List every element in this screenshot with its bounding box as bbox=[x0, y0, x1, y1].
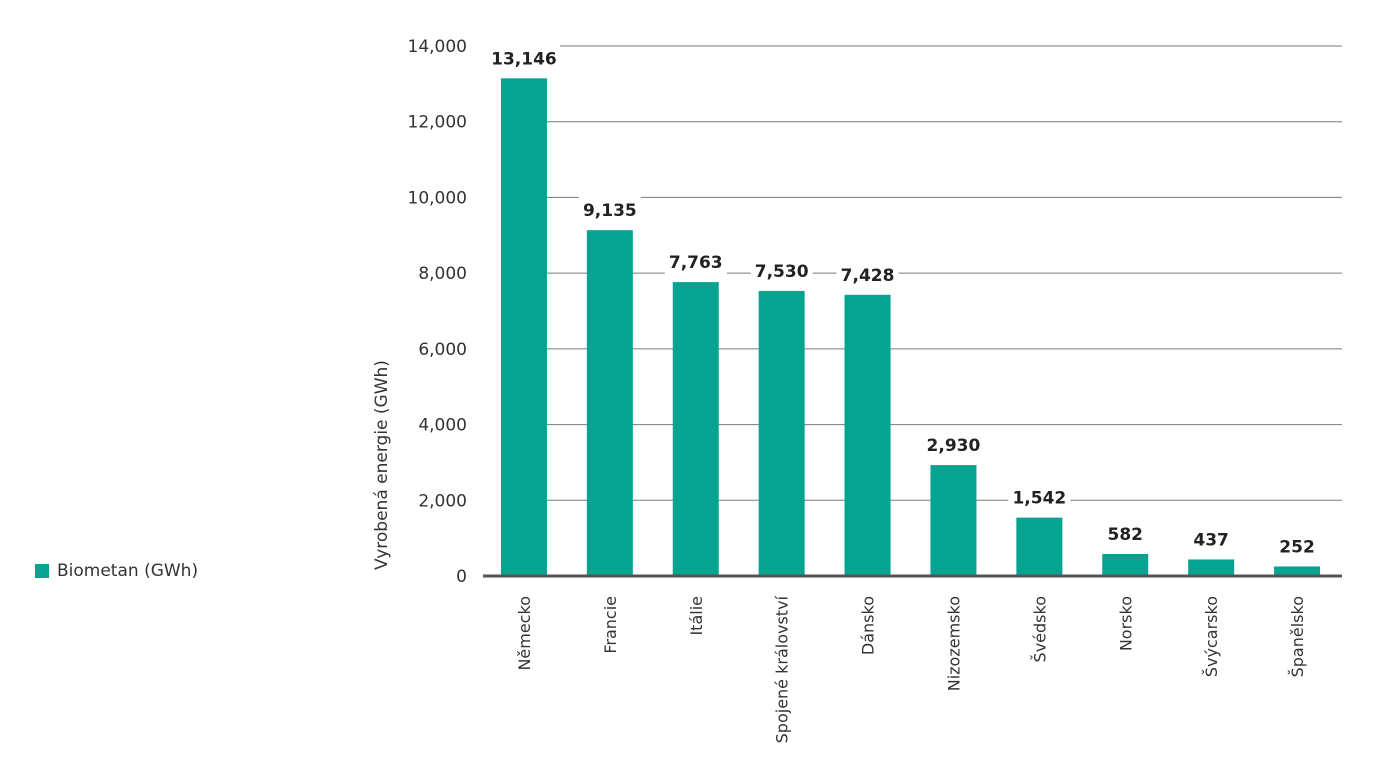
x-tick-label: Španělsko bbox=[1288, 596, 1307, 677]
bar bbox=[1016, 517, 1063, 576]
data-label-bg bbox=[836, 260, 899, 287]
bar bbox=[672, 282, 719, 576]
x-tick-label: Švédsko bbox=[1030, 596, 1049, 662]
y-tick-label: 12,000 bbox=[408, 113, 467, 133]
data-label-bg bbox=[750, 256, 813, 283]
data-label-bg bbox=[1190, 525, 1233, 552]
x-tick-label: Itálie bbox=[687, 596, 706, 636]
data-label: 582 bbox=[1108, 525, 1144, 545]
data-label-bg bbox=[664, 248, 727, 275]
legend-label: Biometan (GWh) bbox=[57, 561, 199, 581]
y-tick-label: 14,000 bbox=[408, 37, 467, 57]
bar bbox=[500, 78, 547, 576]
bar bbox=[844, 294, 891, 576]
data-label: 7,530 bbox=[755, 262, 809, 282]
data-label: 9,135 bbox=[583, 201, 637, 221]
data-label: 2,930 bbox=[927, 436, 981, 456]
data-label-bg bbox=[1276, 532, 1319, 559]
x-tick-label: Spojené království bbox=[773, 595, 792, 743]
y-tick-label: 6,000 bbox=[418, 340, 467, 360]
bar bbox=[758, 290, 805, 576]
x-tick-label: Dánsko bbox=[859, 596, 878, 655]
data-label: 13,146 bbox=[491, 49, 557, 69]
data-label-bg bbox=[1008, 483, 1071, 510]
y-tick-label: 8,000 bbox=[418, 264, 467, 284]
data-label: 1,542 bbox=[1012, 489, 1066, 509]
y-axis-title: Vyrobená energie (GWh) bbox=[372, 360, 392, 570]
x-tick-label: Francie bbox=[601, 596, 620, 654]
y-tick-label: 0 bbox=[456, 567, 467, 587]
data-label: 7,763 bbox=[669, 253, 723, 273]
legend-swatch bbox=[35, 564, 49, 578]
data-label-bg bbox=[487, 44, 560, 71]
legend: Biometan (GWh) bbox=[35, 561, 198, 581]
bar bbox=[1274, 566, 1321, 576]
x-tick-label: Švýcarsko bbox=[1202, 596, 1221, 677]
y-tick-label: 2,000 bbox=[418, 491, 467, 511]
data-label-bg bbox=[578, 196, 641, 223]
y-tick-label: 4,000 bbox=[418, 416, 467, 436]
bar bbox=[1188, 559, 1235, 576]
data-label-bg bbox=[1104, 519, 1147, 546]
data-label-bg bbox=[922, 431, 985, 458]
data-label: 7,428 bbox=[841, 266, 895, 286]
x-tick-label: Německo bbox=[515, 596, 534, 671]
bar bbox=[586, 230, 633, 577]
data-label: 437 bbox=[1193, 530, 1229, 550]
bar bbox=[1102, 553, 1149, 576]
bar bbox=[930, 465, 977, 576]
y-tick-label: 10,000 bbox=[408, 188, 467, 208]
data-label: 252 bbox=[1279, 537, 1315, 557]
x-tick-label: Norsko bbox=[1116, 596, 1135, 651]
x-tick-label: Nizozemsko bbox=[944, 596, 963, 691]
